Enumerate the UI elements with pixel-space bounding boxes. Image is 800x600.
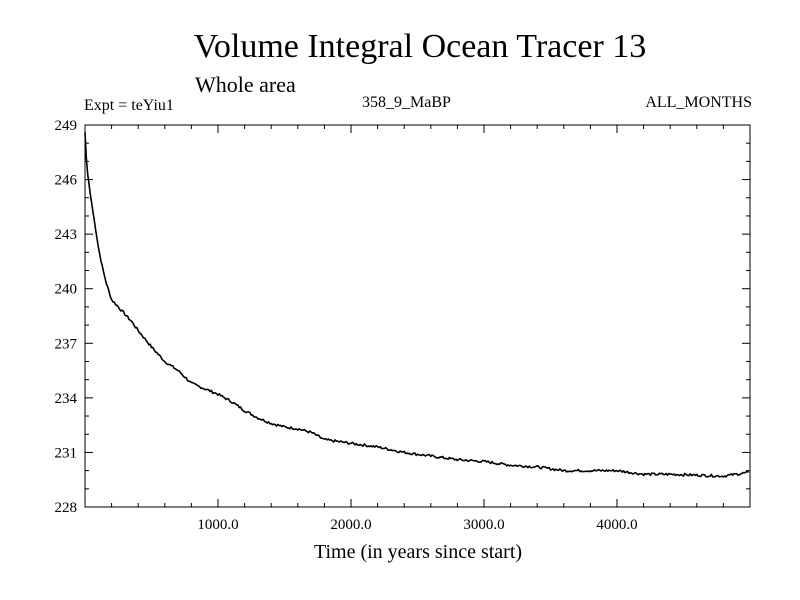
y-tick-label: 228 — [55, 500, 78, 516]
y-tick-label: 240 — [55, 282, 78, 298]
period-label: 358_9_MaBP — [362, 94, 451, 111]
x-axis: 1000.0 2000.0 3000.0 4000.0 — [111, 125, 724, 533]
x-tick-label: 3000.0 — [463, 517, 504, 533]
y-axis: 228 231 234 237 240 243 246 249 — [55, 118, 750, 516]
chart-title: Volume Integral Ocean Tracer 13 — [193, 28, 647, 65]
months-label: ALL_MONTHS — [645, 94, 752, 111]
y-tick-label: 237 — [55, 336, 78, 352]
x-tick-label: 1000.0 — [197, 517, 238, 533]
y-tick-label: 231 — [55, 445, 78, 461]
series-line — [84, 132, 750, 478]
series-group — [84, 132, 750, 478]
plot-frame — [84, 124, 751, 508]
y-tick-label: 246 — [55, 173, 78, 189]
x-tick-label: 4000.0 — [596, 517, 637, 533]
x-axis-label: Time (in years since start) — [314, 541, 522, 563]
y-tick-label: 249 — [55, 118, 78, 134]
chart-subtitle: Whole area — [195, 72, 296, 97]
x-tick-label: 2000.0 — [330, 517, 371, 533]
y-tick-label: 234 — [55, 391, 78, 407]
y-tick-label: 243 — [55, 227, 78, 243]
experiment-label: Expt = teYiu1 — [84, 97, 174, 114]
